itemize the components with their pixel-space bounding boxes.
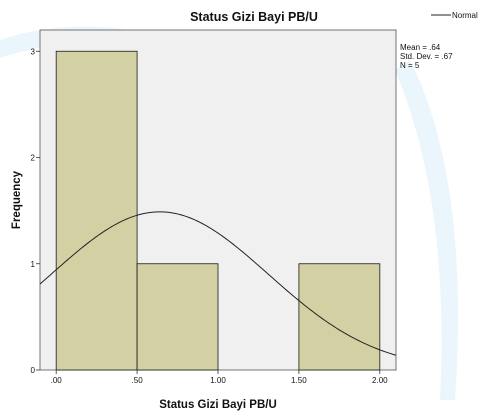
x-tick-label: 2.00 <box>372 376 388 385</box>
stat-n: N = 5 <box>400 61 420 70</box>
legend-label: Normal <box>452 11 478 20</box>
x-tick-label: 1.50 <box>291 376 307 385</box>
y-tick-label: 0 <box>31 366 36 375</box>
histogram-bar <box>55 50 138 371</box>
chart-title: Status Gizi Bayi PB/U <box>190 10 318 24</box>
y-tick-label: 2 <box>31 154 36 163</box>
y-tick-label: 3 <box>31 47 36 56</box>
x-tick-label: .00 <box>51 376 63 385</box>
y-tick-label: 1 <box>31 260 36 269</box>
legend: Normal <box>431 11 478 20</box>
normal-curve <box>39 211 397 356</box>
stat-std-dev: Std. Dev. = .67 <box>400 52 453 61</box>
stat-mean: Mean = .64 <box>400 43 441 52</box>
stats-box: Mean = .64 Std. Dev. = .67 N = 5 <box>400 43 453 70</box>
histogram-bar <box>136 263 219 371</box>
x-axis-title: Status Gizi Bayi PB/U <box>159 399 277 411</box>
histogram-bar <box>298 263 381 371</box>
x-tick-label: .50 <box>132 376 144 385</box>
x-tick-label: 1.00 <box>210 376 226 385</box>
y-axis-title: Frequency <box>11 170 23 229</box>
